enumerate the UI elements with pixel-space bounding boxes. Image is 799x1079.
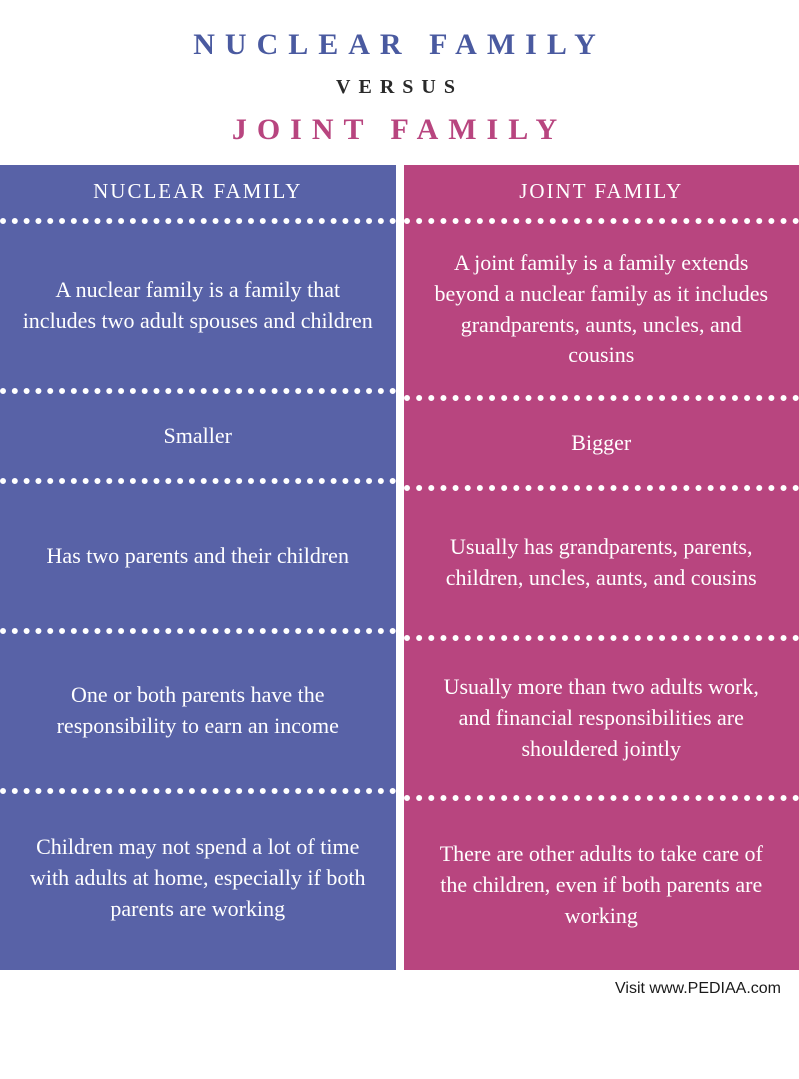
column-gap	[396, 165, 404, 970]
comparison-cell: One or both parents have the responsibil…	[0, 628, 396, 788]
comparison-cell: There are other adults to take care of t…	[404, 795, 799, 970]
versus-label: VERSUS	[10, 76, 789, 99]
comparison-table: NUCLEAR FAMILY A nuclear family is a fam…	[0, 165, 799, 970]
left-column: NUCLEAR FAMILY A nuclear family is a fam…	[0, 165, 396, 970]
comparison-cell: A nuclear family is a family that includ…	[0, 218, 396, 388]
left-column-header: NUCLEAR FAMILY	[0, 165, 396, 218]
right-column-header: JOINT FAMILY	[404, 165, 799, 218]
comparison-cell: Has two parents and their children	[0, 478, 396, 628]
comparison-cell: Usually more than two adults work, and f…	[404, 635, 799, 795]
comparison-header: NUCLEAR FAMILY VERSUS JOINT FAMILY	[0, 0, 799, 165]
footer-credit: Visit www.PEDIAA.com	[0, 970, 799, 998]
title-bottom: JOINT FAMILY	[10, 113, 789, 147]
comparison-cell: Smaller	[0, 388, 396, 478]
comparison-cell: A joint family is a family extends beyon…	[404, 218, 799, 395]
comparison-cell: Children may not spend a lot of time wit…	[0, 788, 396, 963]
comparison-cell: Usually has grandparents, parents, child…	[404, 485, 799, 635]
right-column: JOINT FAMILY A joint family is a family …	[404, 165, 799, 970]
title-top: NUCLEAR FAMILY	[10, 28, 789, 62]
comparison-cell: Bigger	[404, 395, 799, 485]
